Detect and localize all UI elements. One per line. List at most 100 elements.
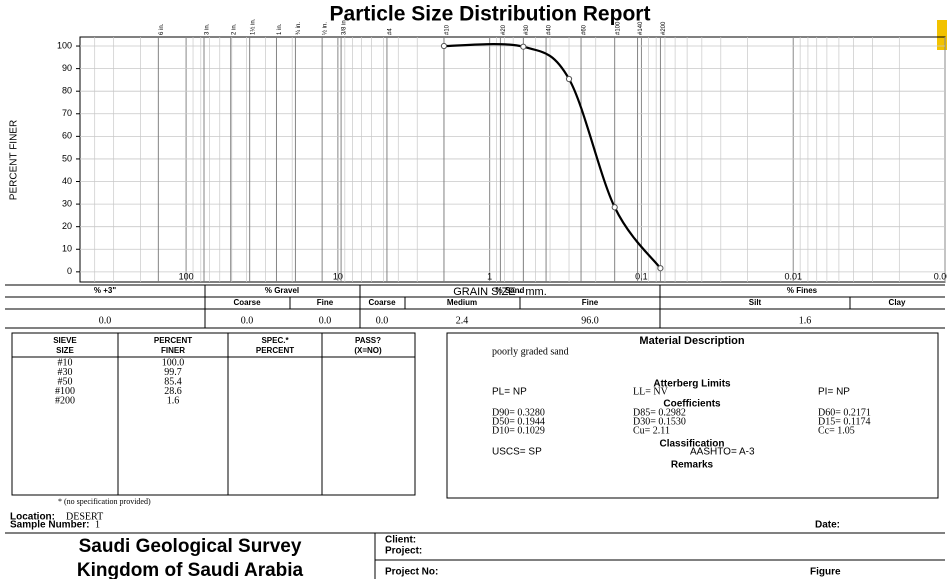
gradation-value: 2.4 — [456, 315, 469, 326]
project-no-label: Project No: — [385, 567, 438, 578]
coefficient: D60= 0.2171 — [818, 407, 871, 418]
atterberg-value: LL= NV — [633, 386, 669, 397]
gradation-subheader: Fine — [317, 298, 334, 307]
gradation-value: 0.0 — [99, 315, 112, 326]
country: Kingdom of Saudi Arabia — [77, 560, 304, 579]
x-tick-label: 1 — [487, 271, 492, 281]
y-tick-label: 0 — [67, 266, 72, 276]
gradation-header: % +3" — [94, 286, 116, 295]
material-title: Material Description — [639, 335, 744, 347]
x-tick-label: 100 — [179, 271, 194, 281]
coefficient: D15= 0.1174 — [818, 416, 871, 427]
sieve-label: 3/8 in. — [342, 18, 348, 35]
sieve-label: #140 — [638, 21, 644, 35]
section-title: Classification — [659, 439, 724, 450]
table-cell: 28.6 — [164, 386, 182, 397]
material-description: poorly graded sand — [492, 346, 569, 357]
x-tick-label: 0.01 — [784, 271, 802, 281]
sample-value: 1 — [95, 519, 100, 530]
table-header: SPEC.* — [261, 336, 289, 345]
project-label: Project: — [385, 546, 422, 557]
coefficient: D50= 0.1944 — [492, 416, 545, 427]
coefficient: D30= 0.1530 — [633, 416, 686, 427]
table-cell: #50 — [58, 376, 73, 387]
section-title: Atterberg Limits — [653, 379, 731, 390]
y-tick-label: 70 — [62, 108, 72, 118]
footnote: * (no specification provided) — [58, 497, 151, 506]
table-cell: 85.4 — [164, 376, 182, 387]
table-cell: #200 — [55, 395, 75, 406]
sieve-label: #40 — [547, 24, 553, 35]
gradation-value: 1.6 — [799, 315, 812, 326]
sieve-label: 6 in. — [159, 23, 165, 35]
x-axis-label: GRAIN SIZE - mm. — [453, 286, 547, 298]
gradation-subheader: Fine — [582, 298, 599, 307]
gradation-value: 0.0 — [319, 315, 332, 326]
sieve-label: #200 — [661, 21, 667, 35]
sieve-table-lines — [11, 332, 416, 496]
organization: Saudi Geological Survey — [79, 536, 302, 557]
sieve-label: 2 in. — [231, 23, 237, 35]
section-title: Coefficients — [663, 399, 721, 410]
sieve-label: 1½ in. — [249, 18, 256, 35]
data-point — [440, 42, 448, 50]
gradation-subheader: Silt — [749, 298, 762, 307]
y-tick-label: 100 — [57, 40, 72, 50]
table-cell: 1.6 — [167, 395, 180, 406]
table-cell: #100 — [55, 386, 75, 397]
table-header: FINER — [161, 346, 185, 355]
date-label: Date: — [815, 520, 840, 531]
classification: AASHTO= A-3 — [690, 447, 755, 458]
gradation-value: 0.0 — [376, 315, 389, 326]
y-tick-label: 10 — [62, 244, 72, 254]
y-tick-label: 60 — [62, 131, 72, 141]
x-tick-label: 0.001 — [934, 271, 947, 281]
sieve-label: 1 in. — [277, 23, 283, 35]
atterberg-value: PL= NP — [492, 387, 527, 398]
coefficient: D85= 0.2982 — [633, 407, 686, 418]
atterberg-value: PI= NP — [818, 387, 850, 398]
sample-label: Sample Number: — [10, 520, 89, 531]
y-axis-label: PERCENT FINER — [9, 120, 20, 200]
x-tick-label: 10 — [333, 271, 343, 281]
section-title: Remarks — [671, 460, 714, 471]
gradation-subheader: Coarse — [368, 298, 396, 307]
sieve-label: ¾ in. — [296, 22, 302, 35]
coefficient: Cu= 2.11 — [633, 425, 670, 436]
table-header: PASS? — [355, 336, 381, 345]
table-cell: 99.7 — [164, 367, 182, 378]
gradation-subheader: Medium — [447, 298, 477, 307]
data-point — [611, 204, 618, 211]
coefficient: D10= 0.1029 — [492, 425, 545, 436]
table-header: PERCENT — [256, 346, 294, 355]
sieve-label: #4 — [388, 28, 394, 35]
y-tick-label: 80 — [62, 86, 72, 96]
table-header: SIZE — [56, 346, 74, 355]
data-point — [565, 75, 573, 83]
gradation-subheader: Clay — [889, 298, 906, 307]
x-tick-label: 0.1 — [635, 271, 648, 281]
y-tick-label: 40 — [62, 176, 72, 186]
footer-lines — [5, 532, 945, 579]
gradation-header: % Fines — [787, 286, 818, 295]
figure-label: Figure — [810, 567, 841, 578]
gradation-subheader: Coarse — [233, 298, 261, 307]
y-tick-label: 30 — [62, 198, 72, 208]
y-tick-label: 20 — [62, 221, 72, 231]
coefficient: Cc= 1.05 — [818, 425, 855, 436]
gradation-curve — [443, 43, 662, 269]
sieve-label: #100 — [615, 21, 621, 35]
data-point — [520, 43, 527, 50]
gradation-lines — [5, 284, 945, 329]
table-cell: #30 — [58, 367, 73, 378]
gradation-header: % Sand — [496, 286, 525, 295]
gradation-header: % Gravel — [265, 286, 299, 295]
gradation-value: 96.0 — [581, 315, 599, 326]
coefficient: D90= 0.3280 — [492, 407, 545, 418]
client-label: Client: — [385, 535, 416, 546]
sieve-label: #20 — [501, 24, 507, 35]
data-point — [657, 265, 664, 272]
location-value: DESERT — [66, 511, 103, 522]
table-cell: #10 — [58, 357, 73, 368]
